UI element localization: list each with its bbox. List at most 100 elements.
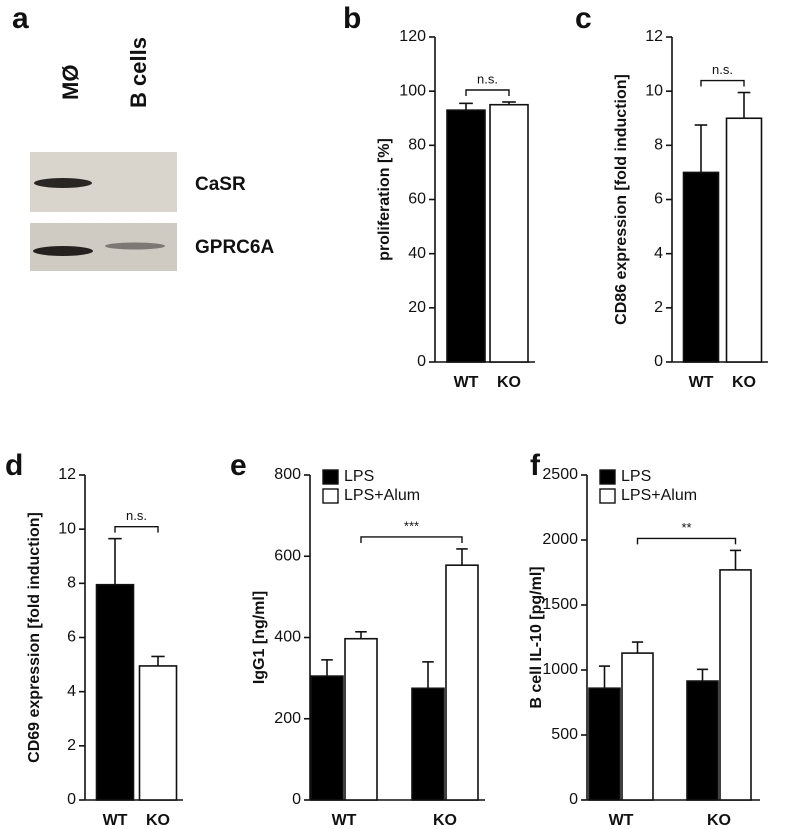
legend-swatch <box>599 488 616 504</box>
panel-letter: d <box>5 449 23 482</box>
band <box>33 246 93 256</box>
panel-c: c 0 2 4 6 8 10 12 CD86 expression [fold inductio… <box>575 2 768 391</box>
panel-letter: e <box>230 449 247 482</box>
panel-d: d 0 2 4 6 8 10 12 CD69 expression [fold inductio… <box>5 449 183 829</box>
significance-label: n.s. <box>126 508 147 523</box>
band-label: CaSR <box>195 174 246 195</box>
bar <box>682 171 720 363</box>
significance-bracket <box>465 89 510 96</box>
y-tick-label: 80 <box>408 137 426 154</box>
bar <box>446 109 486 363</box>
significance-bracket <box>114 525 159 533</box>
x-tick-label: WT <box>689 374 714 391</box>
y-tick-label: 2500 <box>542 466 578 483</box>
y-tick-label: 120 <box>399 28 426 45</box>
bar <box>310 675 344 801</box>
panel-a: a MØ B cells CaSR GPRC6A <box>12 2 274 271</box>
lane-label: MØ <box>58 65 83 100</box>
y-tick-label: 4 <box>67 683 76 700</box>
y-tick-label: 0 <box>417 353 426 370</box>
significance-label: n.s. <box>477 71 498 86</box>
x-tick-label: KO <box>732 374 756 391</box>
y-tick-label: 2 <box>654 299 663 316</box>
panel-letter: f <box>530 449 541 482</box>
x-tick-label: WT <box>332 812 357 829</box>
y-axis-label: proliferation [%] <box>376 138 393 261</box>
significance-label: ** <box>681 520 691 535</box>
y-tick-label: 0 <box>654 353 663 370</box>
bar <box>445 564 479 801</box>
bar <box>725 117 763 363</box>
legend-label: LPS+Alum <box>621 487 697 504</box>
legend-label: LPS <box>344 468 374 485</box>
y-tick-label: 6 <box>67 629 76 646</box>
y-tick-label: 2000 <box>542 531 578 548</box>
legend-label: LPS+Alum <box>344 487 420 504</box>
y-axis-label: CD86 expression [fold induction] <box>613 74 630 325</box>
y-tick-label: 1500 <box>542 596 578 613</box>
y-tick-label: 800 <box>274 466 301 483</box>
y-tick-label: 0 <box>569 791 578 808</box>
significance-bracket <box>636 537 737 545</box>
y-tick-label: 6 <box>654 191 663 208</box>
y-tick-label: 2 <box>67 737 76 754</box>
bar <box>489 103 529 363</box>
bar <box>344 637 378 801</box>
y-tick-label: 12 <box>58 466 76 483</box>
bar <box>719 569 752 801</box>
bar <box>138 665 178 801</box>
significance-bracket <box>360 536 463 543</box>
panel-b: b 0 20 40 60 80 100 120 proliferation [%] WT KO n.s… <box>343 2 535 391</box>
y-tick-label: 8 <box>654 137 663 154</box>
bar <box>686 680 719 801</box>
lane-label: B cells <box>126 37 151 108</box>
legend-swatch <box>322 488 339 504</box>
significance-label: *** <box>404 518 419 533</box>
significance-label: n.s. <box>712 62 733 77</box>
x-tick-label: KO <box>146 812 170 829</box>
x-tick-label: KO <box>433 812 457 829</box>
x-tick-label: WT <box>454 374 479 391</box>
panel-e: e 0 200 400 600 800 IgG1 [ng/ml] WT KO *** LPS LPS+… <box>230 449 485 829</box>
y-tick-label: 0 <box>292 791 301 808</box>
panel-letter: c <box>575 2 592 35</box>
y-tick-label: 8 <box>67 575 76 592</box>
bar <box>588 687 621 801</box>
legend-swatch <box>599 469 616 485</box>
bar <box>621 652 654 801</box>
bar <box>95 583 135 801</box>
legend-label: LPS <box>621 468 651 485</box>
y-tick-label: 400 <box>274 629 301 646</box>
y-tick-label: 40 <box>408 245 426 262</box>
y-axis-label: IgG1 [ng/ml] <box>251 591 268 684</box>
bar <box>411 687 445 801</box>
x-tick-label: KO <box>707 812 731 829</box>
y-tick-label: 1000 <box>542 661 578 678</box>
y-tick-label: 4 <box>654 245 663 262</box>
panel-f: f 0 500 1000 1500 2000 2500 B cell IL-10 [pg/ml… <box>528 449 760 829</box>
x-tick-label: KO <box>497 374 521 391</box>
y-tick-label: 0 <box>67 791 76 808</box>
y-tick-label: 100 <box>399 82 426 99</box>
panel-letter: b <box>343 2 361 35</box>
panel-letter: a <box>12 2 29 35</box>
y-tick-label: 20 <box>408 299 426 316</box>
y-tick-label: 500 <box>551 726 578 743</box>
y-tick-label: 12 <box>645 28 663 45</box>
y-tick-label: 60 <box>408 191 426 208</box>
y-tick-label: 10 <box>58 520 76 537</box>
band-label: GPRC6A <box>195 237 274 258</box>
y-tick-label: 600 <box>274 547 301 564</box>
legend-swatch <box>322 469 339 485</box>
y-tick-label: 200 <box>274 710 301 727</box>
band <box>105 242 165 250</box>
y-axis-label: B cell IL-10 [pg/ml] <box>528 566 545 708</box>
y-tick-label: 10 <box>645 82 663 99</box>
y-axis-label: CD69 expression [fold induction] <box>26 512 43 763</box>
x-tick-label: WT <box>609 812 634 829</box>
significance-bracket <box>700 79 745 87</box>
x-tick-label: WT <box>103 812 128 829</box>
band <box>34 178 92 188</box>
